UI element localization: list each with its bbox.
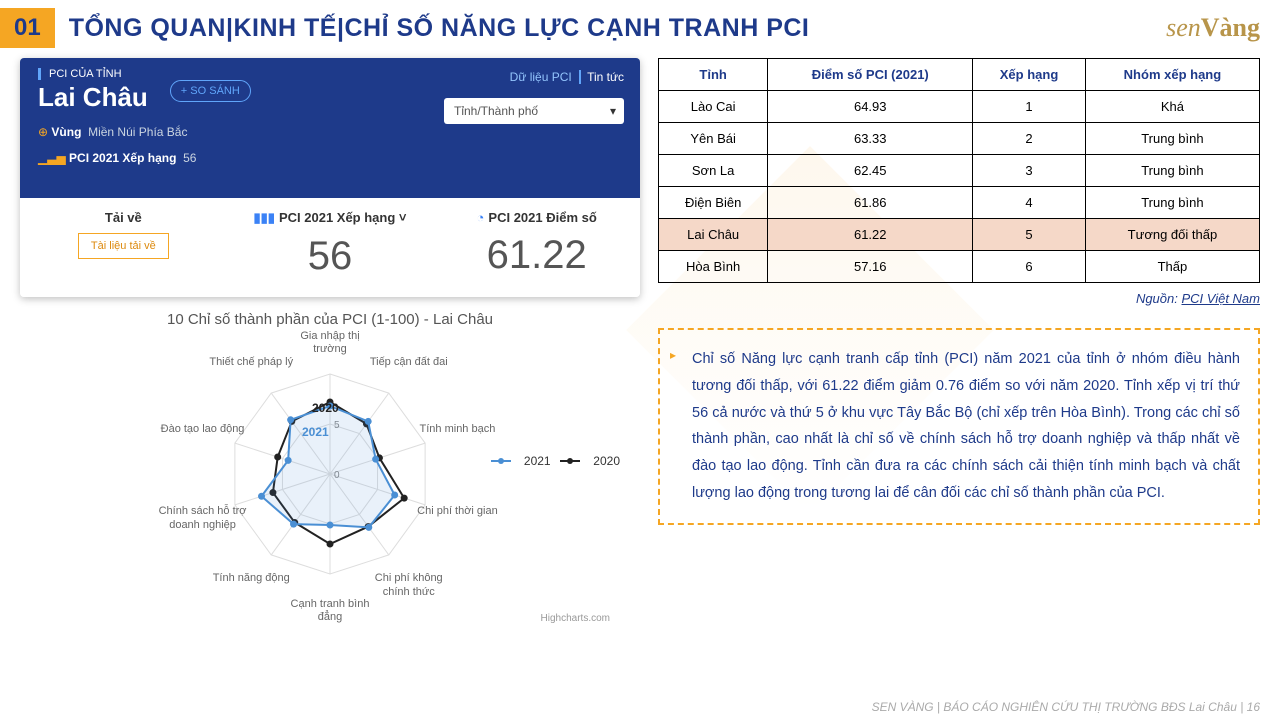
radar-axis-label: Chi phí không chính thức [364,572,454,598]
table-header: Tỉnh [659,59,768,91]
globe-icon: ⊕ [38,125,48,139]
table-row: Yên Bái63.332Trung bình [659,123,1260,155]
page-header: 01 TỔNG QUAN|KINH TẾ|CHỈ SỐ NĂNG LỰC CẠN… [0,0,1280,52]
table-row: Lai Châu61.225Tương đối thấp [659,219,1260,251]
svg-text:2021: 2021 [302,425,329,439]
top-links: Dữ liệu PCI Tin tức [510,70,624,84]
section-number: 01 [0,8,55,48]
table-row: Sơn La62.453Trung bình [659,155,1260,187]
radar-axis-label: Tiếp cận đất đai [364,356,454,369]
radar-axis-label: Cạnh tranh bình đẳng [285,598,375,624]
radar-axis-label: Tính minh bạch [412,423,502,436]
radar-axis-label: Gia nhập thị trường [285,330,375,356]
svg-text:2020: 2020 [312,401,339,415]
table-source: Nguồn: PCI Việt Nam [658,291,1260,306]
table-header: Điểm số PCI (2021) [768,59,973,91]
pci-card: Dữ liệu PCI Tin tức Tỉnh/Thành phố PCI C… [20,58,640,297]
link-data[interactable]: Dữ liệu PCI [510,70,572,84]
pie-icon: ◔ [477,210,485,225]
bars-icon: ▁▃▅ [38,151,66,165]
score-title: ◔PCI 2021 Điểm số [441,210,632,225]
table-row: Điện Biên61.864Trung bình [659,187,1260,219]
compare-button[interactable]: + SO SÁNH [170,80,251,102]
card-label: PCI CỦA TỈNH [38,68,148,80]
rank-value: 56 [235,234,426,279]
table-row: Lào Cai64.931Khá [659,91,1260,123]
radar-axis-label: Chi phí thời gian [412,505,502,518]
link-news[interactable]: Tin tức [579,70,624,84]
analysis-note: Chỉ số Năng lực cạnh tranh cấp tỉnh (PCI… [658,328,1260,525]
score-value: 61.22 [441,233,632,278]
pci-ranking-table: TỉnhĐiểm số PCI (2021)Xếp hạngNhóm xếp h… [658,58,1260,283]
page-title: TỔNG QUAN|KINH TẾ|CHỈ SỐ NĂNG LỰC CẠNH T… [69,14,810,43]
bars-icon: ▮▮▮ [254,210,275,225]
radar-axis-label: Tính năng động [206,572,296,585]
radar-chart: 0520212020 Gia nhập thị trườngTiếp cận đ… [40,334,620,624]
province-name: Lai Châu [38,82,148,113]
province-dropdown[interactable]: Tỉnh/Thành phố [444,98,624,124]
chart-legend: 2021 2020 [485,454,620,469]
source-link[interactable]: PCI Việt Nam [1181,291,1260,306]
page-footer: SEN VÀNG | BÁO CÁO NGHIÊN CỨU THỊ TRƯỜNG… [872,700,1260,714]
download-title: Tải về [28,210,219,225]
table-header: Xếp hạng [973,59,1086,91]
rank-row: ▁▃▅ PCI 2021 Xếp hạng 56 [38,151,622,165]
region-row: ⊕ Vùng Miền Núi Phía Bắc [38,125,622,139]
brand-logo: senVàng [1166,13,1260,43]
rank-title: ▮▮▮PCI 2021 Xếp hạng ˅ [235,210,426,226]
radar-axis-label: Thiết chế pháp lý [206,356,296,369]
download-button[interactable]: Tài liệu tải về [78,233,169,259]
table-row: Hòa Bình57.166Thấp [659,251,1260,283]
radar-title: 10 Chỉ số thành phần của PCI (1-100) - L… [20,311,640,328]
chart-credit: Highcharts.com [541,613,610,624]
radar-axis-label: Chính sách hỗ trợ doanh nghiệp [158,505,248,531]
table-header: Nhóm xếp hạng [1085,59,1259,91]
radar-axis-label: Đào tạo lao động [158,423,248,436]
